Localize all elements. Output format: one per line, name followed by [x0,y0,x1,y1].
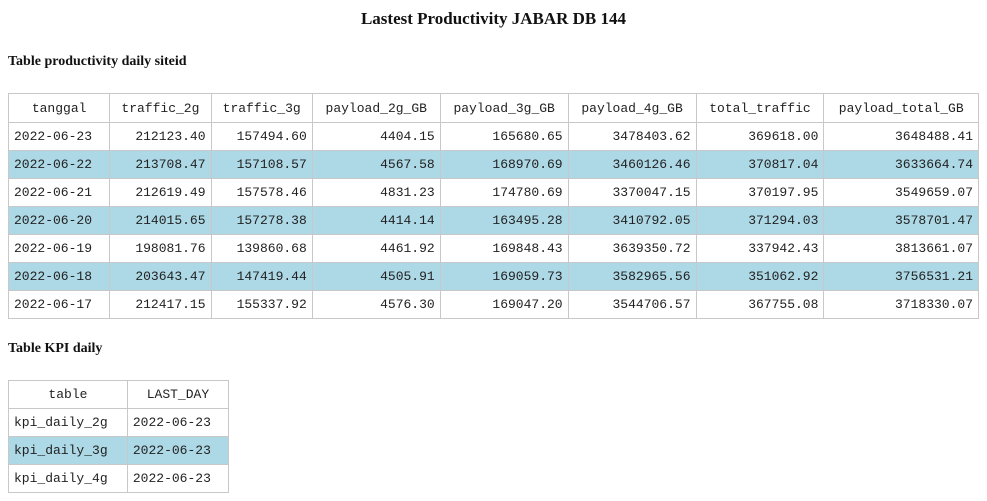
cell-table-name: kpi_daily_4g [8,464,128,493]
cell-traffic-2g: 198081.76 [109,234,212,263]
cell-traffic-3g: 139860.68 [210,234,313,263]
cell-last-day: 2022-06-23 [126,436,230,465]
table-row: 2022-06-22 213708.47 157108.57 4567.58 1… [7,150,979,179]
column-header-payload-2g-gb: payload_2g_GB [311,93,441,123]
cell-total-traffic: 370817.04 [695,150,825,179]
cell-traffic-2g: 212619.49 [109,178,212,207]
cell-payload-4g-gb: 3478403.62 [567,122,697,151]
cell-payload-4g-gb: 3582965.56 [567,262,697,291]
cell-payload-3g-gb: 174780.69 [439,178,569,207]
cell-payload-3g-gb: 169848.43 [439,234,569,263]
cell-tanggal: 2022-06-18 [7,262,111,291]
cell-payload-4g-gb: 3370047.15 [567,178,697,207]
cell-traffic-3g: 147419.44 [210,262,313,291]
cell-payload-2g-gb: 4576.30 [311,290,441,319]
column-header-traffic-3g: traffic_3g [210,93,313,123]
cell-last-day: 2022-06-23 [126,464,230,493]
cell-payload-total-gb: 3756531.21 [823,262,979,291]
cell-payload-3g-gb: 165680.65 [439,122,569,151]
table-row: 2022-06-17 212417.15 155337.92 4576.30 1… [7,290,979,319]
cell-total-traffic: 351062.92 [695,262,825,291]
table-header-row: table LAST_DAY [8,380,230,409]
table-row: 2022-06-20 214015.65 157278.38 4414.14 1… [7,206,979,235]
cell-tanggal: 2022-06-22 [7,150,111,179]
cell-tanggal: 2022-06-23 [7,122,111,151]
cell-traffic-2g: 212417.15 [109,290,212,319]
cell-payload-2g-gb: 4461.92 [311,234,441,263]
kpi-table-title: Table KPI daily [8,341,103,356]
cell-traffic-3g: 157578.46 [210,178,313,207]
cell-payload-2g-gb: 4567.58 [311,150,441,179]
cell-traffic-3g: 157494.60 [210,122,313,151]
cell-payload-total-gb: 3578701.47 [823,206,979,235]
table-row: kpi_daily_3g 2022-06-23 [8,436,230,465]
cell-total-traffic: 367755.08 [695,290,825,319]
column-header-payload-3g-gb: payload_3g_GB [439,93,569,123]
cell-traffic-2g: 214015.65 [109,206,212,235]
column-header-payload-4g-gb: payload_4g_GB [567,93,697,123]
column-header-tanggal: tanggal [7,93,111,123]
cell-tanggal: 2022-06-19 [7,234,111,263]
productivity-table: tanggal traffic_2g traffic_3g payload_2g… [7,93,979,319]
cell-traffic-2g: 212123.40 [109,122,212,151]
table-row: 2022-06-19 198081.76 139860.68 4461.92 1… [7,234,979,263]
table-row: 2022-06-23 212123.40 157494.60 4404.15 1… [7,122,979,151]
cell-payload-3g-gb: 168970.69 [439,150,569,179]
cell-tanggal: 2022-06-20 [7,206,111,235]
cell-payload-3g-gb: 169059.73 [439,262,569,291]
cell-payload-4g-gb: 3544706.57 [567,290,697,319]
cell-total-traffic: 369618.00 [695,122,825,151]
cell-payload-2g-gb: 4505.91 [311,262,441,291]
cell-traffic-3g: 157278.38 [210,206,313,235]
cell-total-traffic: 371294.03 [695,206,825,235]
column-header-payload-total-gb: payload_total_GB [823,93,979,123]
cell-total-traffic: 337942.43 [695,234,825,263]
table-header-row: tanggal traffic_2g traffic_3g payload_2g… [7,93,979,123]
cell-payload-3g-gb: 163495.28 [439,206,569,235]
kpi-table: table LAST_DAY kpi_daily_2g 2022-06-23 k… [8,380,230,493]
cell-payload-total-gb: 3648488.41 [823,122,979,151]
cell-traffic-3g: 155337.92 [210,290,313,319]
cell-table-name: kpi_daily_2g [8,408,128,437]
cell-payload-total-gb: 3813661.07 [823,234,979,263]
cell-payload-2g-gb: 4414.14 [311,206,441,235]
page-title: Lastest Productivity JABAR DB 144 [360,9,627,28]
cell-payload-4g-gb: 3410792.05 [567,206,697,235]
cell-tanggal: 2022-06-21 [7,178,111,207]
table-row: 2022-06-21 212619.49 157578.46 4831.23 1… [7,178,979,207]
column-header-traffic-2g: traffic_2g [109,93,212,123]
cell-last-day: 2022-06-23 [126,408,230,437]
table-row: 2022-06-18 203643.47 147419.44 4505.91 1… [7,262,979,291]
cell-payload-total-gb: 3718330.07 [823,290,979,319]
cell-total-traffic: 370197.95 [695,178,825,207]
cell-payload-4g-gb: 3460126.46 [567,150,697,179]
cell-traffic-2g: 203643.47 [109,262,212,291]
column-header-last-day: LAST_DAY [126,380,230,409]
productivity-table-title: Table productivity daily siteid [8,54,187,69]
cell-traffic-2g: 213708.47 [109,150,212,179]
cell-table-name: kpi_daily_3g [8,436,128,465]
table-row: kpi_daily_2g 2022-06-23 [8,408,230,437]
cell-payload-4g-gb: 3639350.72 [567,234,697,263]
cell-payload-total-gb: 3633664.74 [823,150,979,179]
column-header-total-traffic: total_traffic [695,93,825,123]
cell-payload-3g-gb: 169047.20 [439,290,569,319]
column-header-table: table [8,380,128,409]
table-row: kpi_daily_4g 2022-06-23 [8,464,230,493]
cell-payload-total-gb: 3549659.07 [823,178,979,207]
cell-tanggal: 2022-06-17 [7,290,111,319]
cell-traffic-3g: 157108.57 [210,150,313,179]
cell-payload-2g-gb: 4404.15 [311,122,441,151]
cell-payload-2g-gb: 4831.23 [311,178,441,207]
